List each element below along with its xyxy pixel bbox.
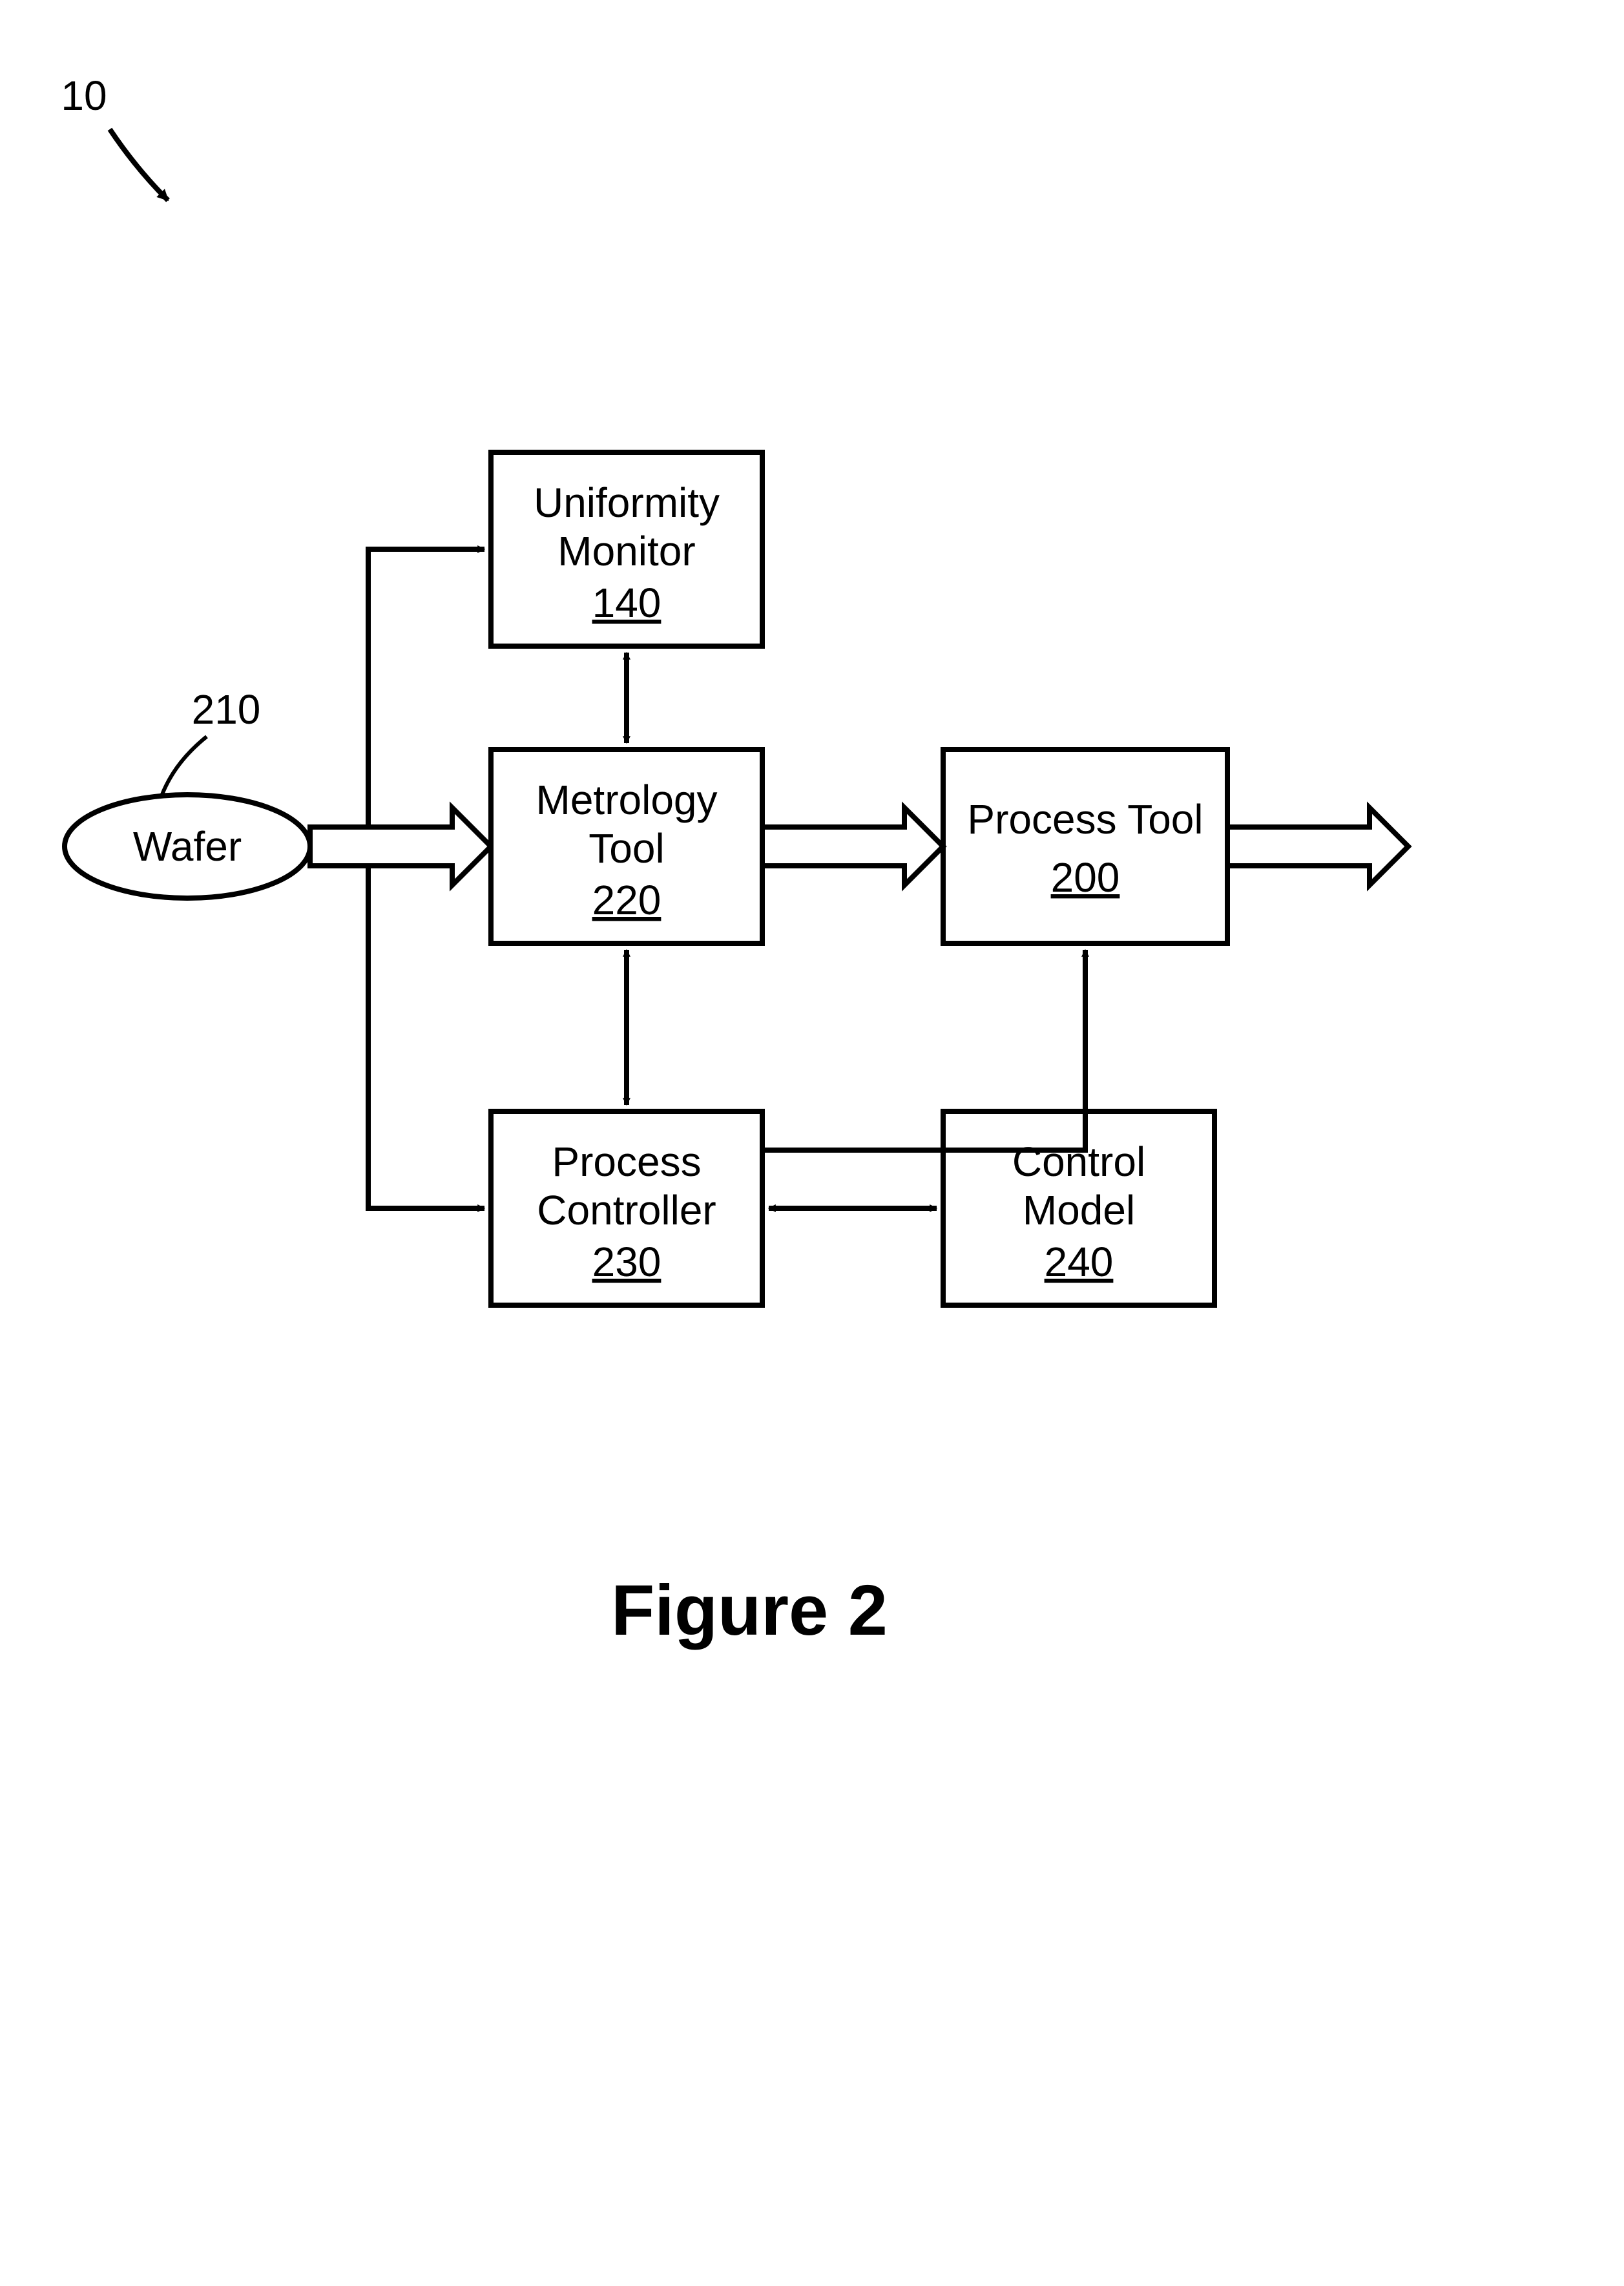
split-down-to-pc: [368, 866, 484, 1208]
wafer-ref-leader: [161, 737, 207, 796]
metrology-tool-line1: Metrology: [536, 777, 718, 823]
control-model-line1: Control: [1012, 1138, 1145, 1185]
split-up-to-um: [368, 549, 484, 827]
uniformity-monitor-line1: Uniformity: [534, 479, 720, 526]
process-controller-line1: Process: [552, 1138, 701, 1185]
wafer-label: Wafer: [133, 823, 242, 870]
process-controller-ref: 230: [592, 1239, 661, 1285]
process-tool-line1: Process Tool: [967, 796, 1203, 843]
process-tool-box: [943, 750, 1227, 943]
process-tool-ref: 200: [1051, 854, 1120, 901]
wafer-ref-label: 210: [192, 686, 261, 733]
figure-ref-arrow: [110, 129, 168, 200]
block-arrow-wafer-to-metrology: [310, 808, 491, 885]
figure-ref-label: 10: [61, 72, 107, 119]
control-model-ref: 240: [1045, 1239, 1114, 1285]
control-model-line2: Model: [1023, 1187, 1135, 1233]
block-arrow-process-out: [1227, 808, 1408, 885]
figure-title: Figure 2: [611, 1571, 888, 1650]
metrology-tool-line2: Tool: [588, 825, 664, 872]
uniformity-monitor-ref: 140: [592, 580, 661, 626]
uniformity-monitor-line2: Monitor: [557, 528, 695, 574]
block-arrow-metrology-to-process: [762, 808, 943, 885]
process-controller-line2: Controller: [537, 1187, 716, 1233]
metrology-tool-ref: 220: [592, 877, 661, 923]
